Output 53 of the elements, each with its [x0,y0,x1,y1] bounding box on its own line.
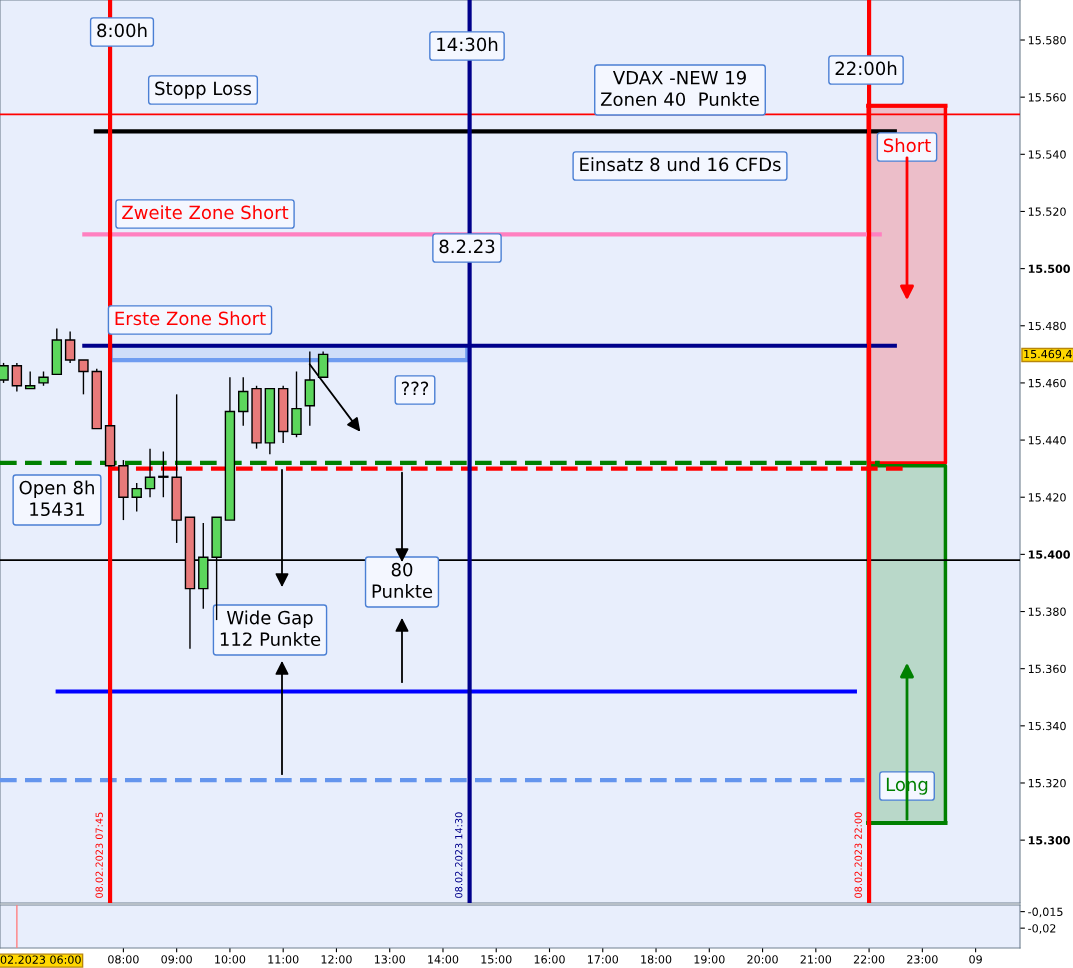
x-tick-label: 19:00 [694,955,725,964]
annotation: 14:30h [437,37,498,52]
y-tick-label: 15.400 [1028,550,1070,559]
x-tick-label: 22:00 [853,955,885,964]
y-tick-label: 15.520 [1028,207,1066,216]
ref-line-label: 08.02.2023 07:45 [95,812,103,898]
y-tick-label: 15.420 [1028,493,1066,502]
x-tick-label: 17:00 [587,955,619,964]
annotation: 80 Punkte [372,562,433,599]
ref-line-label: 08.02.2023 22:00 [854,812,862,898]
annotation: Short [883,138,931,153]
annotation: 8:00h [97,23,147,38]
x-tick-label: 13:00 [374,955,405,964]
y-tick-label: 15.560 [1028,93,1066,102]
y-tick-label: 15.300 [1028,836,1070,845]
x-tick-label: 15:00 [481,955,512,964]
y-tick-label: 15.540 [1028,150,1066,159]
y-tick-label: 15.320 [1028,778,1066,788]
annotation: 22:00h [835,61,897,76]
x-tick-label: 18:00 [641,955,672,964]
y-tick-label: 15.360 [1028,664,1066,674]
y-tick-label: -0,02 [1028,924,1056,934]
annotation: Zweite Zone Short [122,205,289,220]
annotation: Stopp Loss [155,81,252,99]
y-tick-label: 15.380 [1028,607,1066,616]
x-tick-label: 09:00 [161,955,192,964]
x-tick-label: 10:00 [215,955,246,964]
y-tick-label: 15.340 [1028,721,1066,731]
x-tick-label: 08:00 [108,955,139,964]
x-tick-label: 09 [969,955,982,964]
annotation: VDAX -NEW 19 Zonen 40 Punkte [600,70,759,107]
annotation: Wide Gap 112 Punkte [220,610,321,647]
text: 02.2023 06:00 [0,955,81,964]
x-tick-label: 21:00 [800,955,832,964]
y-tick-label: 15.580 [1028,35,1066,45]
x-tick-label: 11:00 [268,955,299,964]
ref-line-label: 08.02.2023 14:30 [455,812,463,898]
annotation: Erste Zone Short [115,311,266,326]
x-tick-label: 12:00 [321,955,352,964]
annotation: Open 8h 15431 [19,480,94,517]
y-tick-label: 15.480 [1028,321,1066,331]
x-tick-label: 16:00 [534,955,565,964]
x-tick-label: 14:00 [428,955,459,964]
annotation: 8.2.23 [439,239,495,254]
y-tick-label: 15.440 [1028,436,1066,445]
annotation: ??? [401,381,429,395]
annotation: Einsatz 8 und 16 CFDs [580,157,781,172]
y-tick-label: -0,015 [1028,907,1063,918]
x-tick-label: 20:00 [747,955,778,964]
text: 15.469,4 [1024,349,1072,360]
y-tick-label: 15.460 [1028,378,1066,388]
y-tick-label: 15.500 [1028,264,1070,273]
x-tick-label: 23:00 [907,955,938,964]
